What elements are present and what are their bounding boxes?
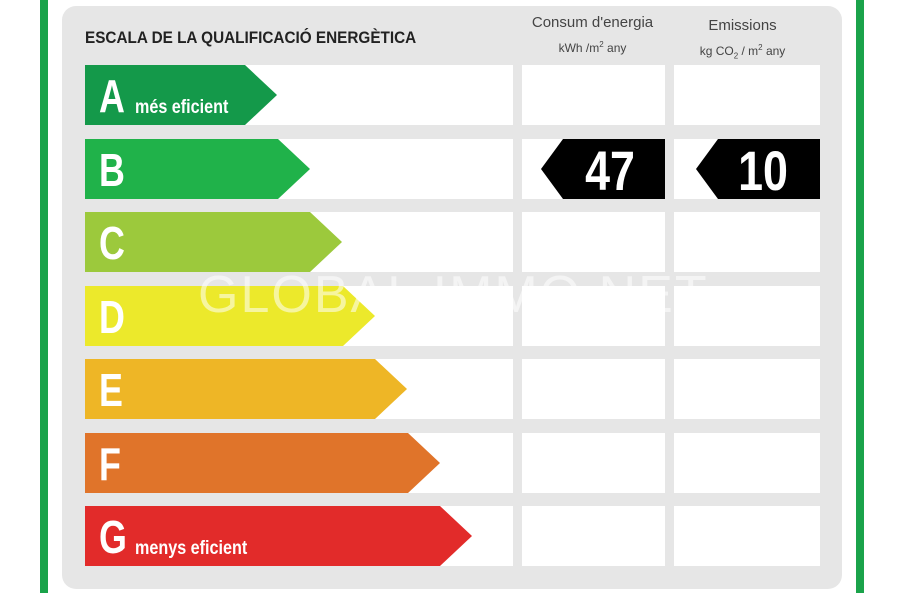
emissions-cell-c — [674, 212, 820, 272]
emissions-cell-e — [674, 359, 820, 419]
emissions-cell-a — [674, 65, 820, 125]
rating-arrow-d — [85, 286, 375, 346]
emissions-badge-shape — [696, 139, 820, 199]
rating-arrow-shape-f — [85, 433, 440, 493]
rating-arrow-g — [85, 506, 472, 566]
rating-sublabel-g: menys eficient — [135, 538, 248, 559]
watermark: GLOBAL IMMO.NET — [198, 266, 709, 324]
rating-arrow-b — [85, 139, 310, 199]
emissions-column-unit: kg CO2 / m2 any — [699, 43, 786, 61]
emissions-cell-d — [674, 286, 820, 346]
rating-arrow-shape-c — [85, 212, 342, 272]
rating-arrow-shape-b — [85, 139, 310, 199]
rating-arrow-a — [85, 65, 277, 125]
rating-letter-g: G — [99, 511, 127, 563]
consum-column-label: Consum d'energia — [531, 14, 654, 31]
rating-arrow-f — [85, 433, 440, 493]
rating-letter-f: F — [99, 438, 121, 490]
rating-letter-c: C — [99, 217, 125, 269]
consum-badge-shape — [541, 139, 665, 199]
rating-arrow-shape-g — [85, 506, 472, 566]
rating-letter-b: B — [99, 144, 125, 196]
rating-sublabel-a: més eficient — [135, 97, 229, 118]
consum-cell-e — [522, 359, 665, 419]
rating-arrow-shape-a — [85, 65, 277, 125]
rating-arrow-e — [85, 359, 407, 419]
consum-value-badge — [541, 139, 665, 199]
consum-value: 47 — [585, 139, 635, 202]
consum-cell-a — [522, 65, 665, 125]
rating-arrow-c — [85, 212, 342, 272]
consum-cell-d — [522, 286, 665, 346]
consum-cell-g — [522, 506, 665, 566]
rating-letter-a: A — [99, 70, 125, 122]
emissions-value: 10 — [738, 139, 788, 202]
rating-letter-d: D — [99, 291, 125, 343]
frame-left-border — [40, 0, 48, 593]
emissions-value-badge — [696, 139, 820, 199]
rating-arrow-shape-d — [85, 286, 375, 346]
page-title: ESCALA DE LA QUALIFICACIÓ ENERGÈTICA — [85, 28, 417, 47]
rating-letter-e: E — [99, 364, 123, 416]
emissions-cell-f — [674, 433, 820, 493]
frame-right-border — [856, 0, 864, 593]
emissions-column-header: Emissions kg CO2 / m2 any — [670, 16, 815, 66]
consum-cell-c — [522, 212, 665, 272]
consum-cell-f — [522, 433, 665, 493]
rating-arrow-shape-e — [85, 359, 407, 419]
consum-column-unit: kWh /m2 any — [558, 40, 627, 55]
emissions-cell-g — [674, 506, 820, 566]
emissions-column-label: Emissions — [708, 17, 777, 34]
consum-column-header: Consum d'energia kWh /m2 any — [520, 13, 665, 58]
